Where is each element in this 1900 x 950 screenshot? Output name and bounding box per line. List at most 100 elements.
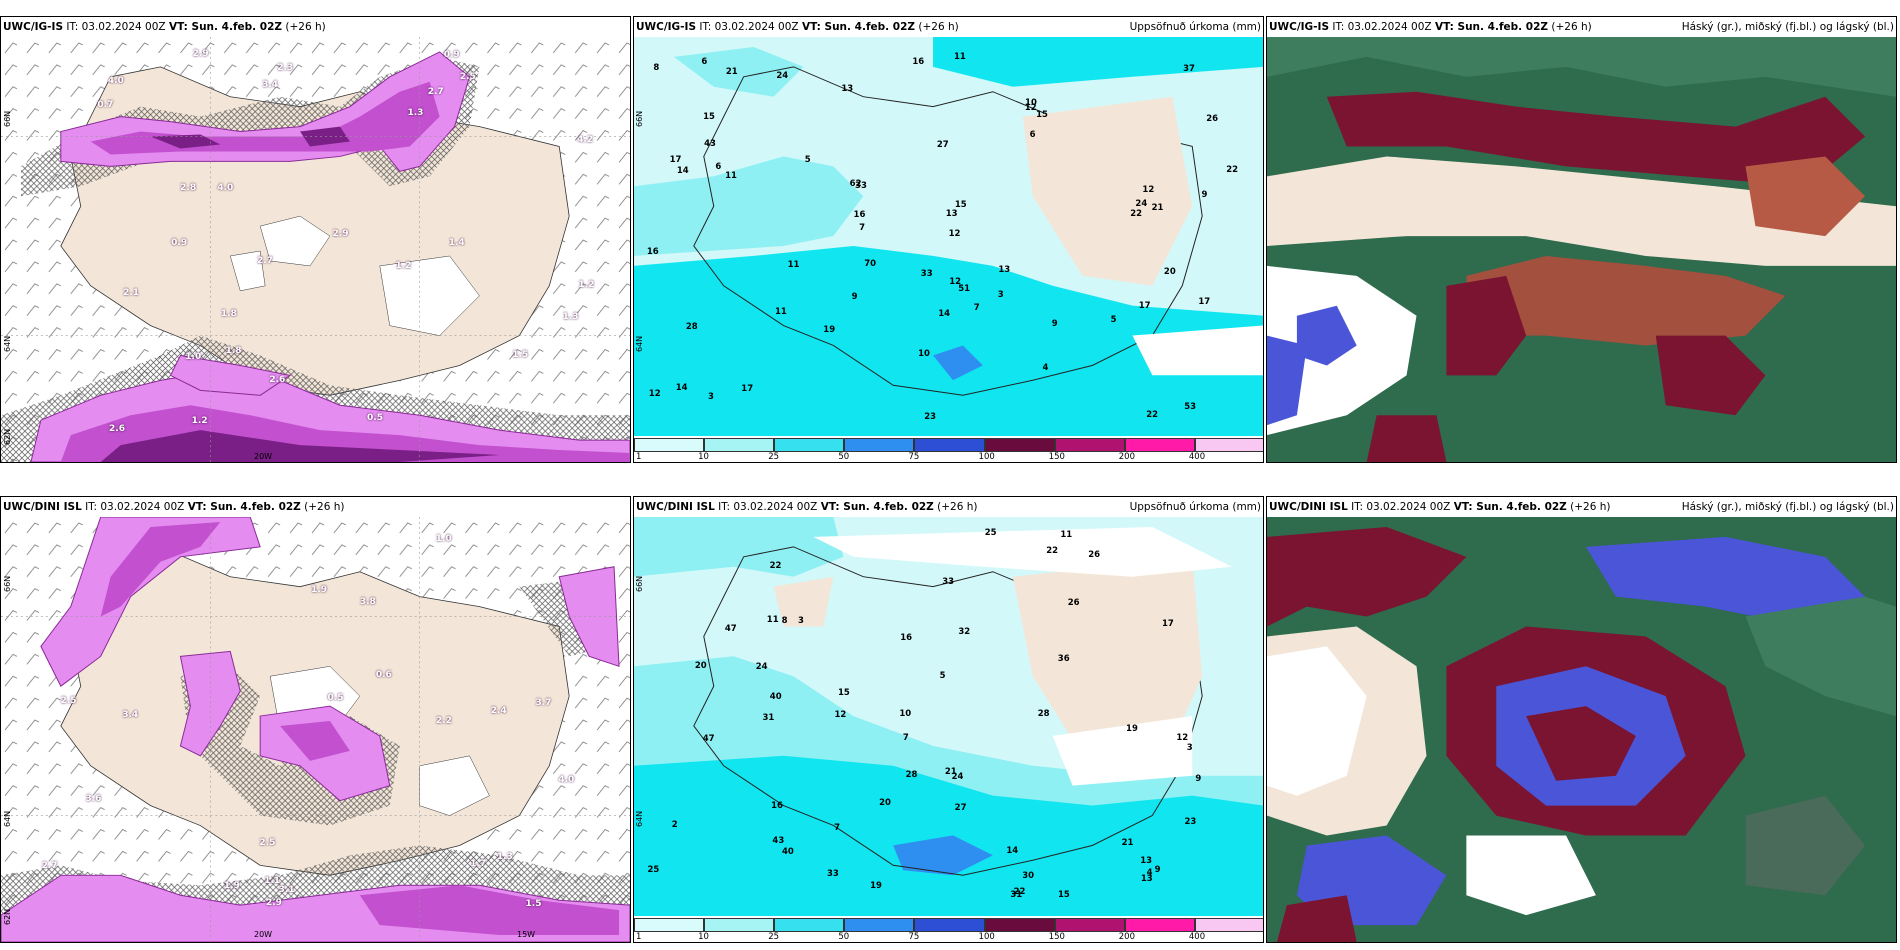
field-title: Háský (gr.), miðský (fj.bl.) og lágský (… [1681, 501, 1894, 513]
precip-value: 11 [775, 306, 787, 317]
snow-value: 4.0 [107, 76, 124, 87]
colorbar-segment [844, 438, 915, 452]
precip-value: 9 [1051, 319, 1058, 330]
precip-value: 22 [1130, 208, 1143, 219]
precip-value: 15 [1036, 109, 1048, 120]
precip-value: 20 [694, 661, 707, 672]
lead-time: (+26 h) [300, 501, 345, 513]
precip-value: 11 [787, 259, 800, 270]
precip-value: 11 [953, 51, 966, 62]
snow-value: 0.5 [367, 412, 383, 423]
snow-value: 1.2 [191, 416, 208, 427]
precip-value: 3 [708, 391, 714, 402]
precip-value: 17 [1198, 296, 1211, 307]
precip-colorbar: 1 10 25 50 75 100 150 200 400 [634, 436, 1263, 462]
snow-value: 1.0 [435, 534, 452, 545]
colorbar-segment [1054, 918, 1125, 932]
precip-value: 21 [725, 66, 738, 77]
lat-label: 64N [3, 335, 12, 352]
colorbar-segment [774, 918, 845, 932]
precip-value: 24 [951, 771, 964, 782]
snow-value: 2.3 [277, 62, 294, 73]
precip-value: 4 [1042, 362, 1049, 373]
lon-label: 20W [254, 452, 273, 461]
precip-value: 17 [1138, 301, 1151, 312]
precip-value: 3 [997, 290, 1004, 301]
precip-value: 14 [938, 308, 951, 319]
precip-value: 16 [646, 246, 659, 257]
snow-value: 2.6 [109, 424, 125, 434]
precip-value: 8 [781, 615, 788, 626]
precip-value: 9 [851, 292, 858, 302]
snow-value: 1.3 [496, 852, 513, 863]
precip-value: 33 [920, 268, 933, 279]
colorbar-segment [844, 918, 915, 932]
colorbar-segment [774, 438, 845, 452]
precip-value: 23 [1184, 816, 1197, 827]
colorbar-tick: 1 [636, 932, 642, 942]
colorbar-tick: 25 [768, 452, 780, 462]
precip-value: 19 [1126, 723, 1138, 734]
lat-label: 64N [3, 810, 12, 827]
snow-value: 2.7 [256, 255, 273, 266]
colorbar-segment [704, 918, 775, 932]
precip-value: 5 [939, 671, 946, 682]
precip-value: 23 [924, 412, 937, 423]
precip-value: 13 [841, 84, 854, 95]
colorbar-tick: 25 [768, 932, 780, 942]
model-name: UWC/DINI ISL [3, 501, 82, 513]
map-area [1267, 37, 1896, 462]
snow-value: 4.0 [217, 183, 234, 194]
precip-value: 40 [769, 691, 782, 702]
precip-value: 11 [766, 614, 779, 625]
precip-value: 36 [1057, 654, 1070, 665]
precip-value: 26 [1206, 114, 1219, 125]
precip-value: 22 [769, 561, 782, 572]
snow-value: 3.1 [278, 885, 295, 896]
precip-value: 22 [1046, 546, 1059, 557]
precip-value: 22 [1226, 165, 1239, 176]
colorbar-tick: 150 [1048, 932, 1065, 942]
precip-value: 27 [954, 803, 967, 814]
snow-value: 1.5 [512, 350, 529, 361]
precip-value: 24 [1135, 198, 1148, 209]
model-name: UWC/DINI ISL [1269, 501, 1348, 513]
precip-value: 9 [1195, 773, 1202, 784]
lon-label: 20W [254, 930, 273, 939]
precip-value: 40 [782, 847, 794, 858]
colorbar-segment [984, 438, 1055, 452]
precip-value: 19 [870, 880, 882, 891]
lat-label: 62N [3, 908, 12, 925]
snow-map [1, 517, 630, 942]
map-area [1267, 517, 1896, 942]
panel-dini-snow: UWC/DINI ISL IT: 03.02.2024 00Z VT: Sun.… [0, 496, 631, 943]
valid-time: VT: Sun. 4.feb. 02Z [820, 501, 934, 513]
panel-header: UWC/IG-IS IT: 03.02.2024 00Z VT: Sun. 4.… [1, 17, 630, 37]
precip-value: 28 [905, 769, 918, 780]
valid-time: VT: Sun. 4.feb. 02Z [1434, 21, 1549, 33]
init-time: IT: 03.02.2024 00Z [63, 21, 169, 33]
colorbar-tick: 10 [698, 932, 709, 942]
precip-map [634, 517, 1263, 916]
precip-value: 11 [1060, 530, 1073, 541]
colorbar-segment [914, 438, 985, 452]
precip-value: 47 [724, 624, 737, 635]
precip-map [634, 37, 1263, 436]
precip-value: 25 [984, 527, 997, 538]
precip-value: 28 [685, 322, 698, 333]
init-time: IT: 03.02.2024 00Z [1347, 501, 1454, 513]
precip-value: 9 [1201, 190, 1208, 201]
precip-value: 20 [1163, 266, 1176, 277]
colorbar-tick: 50 [838, 452, 850, 462]
precip-value: 26 [1088, 550, 1101, 561]
field-title: Uppsöfnuð úrkoma (mm) [1129, 21, 1261, 33]
precip-value: 20 [879, 798, 891, 809]
colorbar-segment [1054, 438, 1125, 452]
colorbar-segment [1124, 438, 1195, 452]
precip-value: 12 [948, 229, 961, 240]
precip-value: 28 [1037, 708, 1050, 719]
colorbar-segment [1194, 438, 1263, 452]
snow-value: 2.9 [192, 48, 209, 59]
valid-time: VT: Sun. 4.feb. 02Z [187, 501, 301, 513]
snow-value: 2.9 [332, 229, 349, 240]
